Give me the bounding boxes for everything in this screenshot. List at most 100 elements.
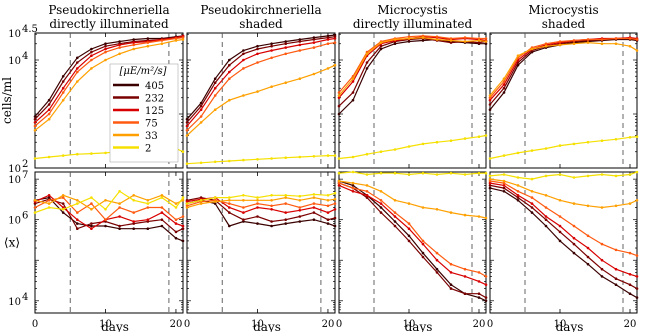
data-point-bottom-3-6-7 xyxy=(421,171,425,175)
data-point-top-2-2-10 xyxy=(312,38,316,41)
data-point-top-2-3-9 xyxy=(298,43,302,47)
chart-marks xyxy=(33,33,639,303)
data-point-top-1-1-5 xyxy=(90,47,93,51)
panel-title-2-line-1: Pseudokirchneriella xyxy=(200,3,321,17)
data-point-top-4-5-3 xyxy=(516,54,520,57)
data-point-bottom-3-2-10 xyxy=(463,292,467,296)
data-point-top-2-1-9 xyxy=(298,38,302,41)
data-point-bottom-3-2-6 xyxy=(407,239,411,243)
data-point-top-2-4-4 xyxy=(228,77,231,80)
data-point-bottom-4-4-11 xyxy=(628,251,632,255)
data-point-bottom-2-4-6 xyxy=(256,202,259,205)
data-point-top-3-5-9 xyxy=(449,39,453,42)
data-point-bottom-3-6-1 xyxy=(337,171,341,175)
data-point-bottom-1-3-4 xyxy=(76,218,79,221)
y-tick-exp-top-3: 4.5 xyxy=(22,24,38,35)
data-point-top-3-6-3 xyxy=(365,152,369,156)
data-point-top-3-1-12 xyxy=(484,42,488,45)
data-point-bottom-1-4-10 xyxy=(160,206,164,209)
data-point-bottom-4-3-10 xyxy=(614,267,618,271)
data-point-bottom-1-1-5 xyxy=(90,224,93,228)
data-point-top-1-3-7 xyxy=(118,43,121,47)
x-tick-label-3-10: 10 xyxy=(403,319,416,330)
data-point-top-2-2-3 xyxy=(213,81,217,84)
data-point-top-2-3-7 xyxy=(270,49,273,52)
data-point-bottom-3-2-9 xyxy=(449,287,453,290)
data-point-bottom-4-1-5 xyxy=(544,224,548,228)
data-point-top-2-6-7 xyxy=(270,157,273,160)
data-point-bottom-4-4-2 xyxy=(502,181,506,185)
data-point-bottom-1-3-7 xyxy=(118,215,121,218)
series-line-top-3-6 xyxy=(338,134,487,160)
data-point-bottom-4-1-7 xyxy=(572,251,576,255)
data-point-bottom-1-6-8 xyxy=(132,199,135,202)
series-line-top-1-5 xyxy=(34,38,184,131)
data-point-top-3-4-11 xyxy=(477,37,481,40)
data-point-top-4-5-11 xyxy=(628,44,632,48)
data-point-bottom-2-5-11 xyxy=(326,199,330,202)
series-line-top-1-3 xyxy=(34,35,184,123)
data-point-bottom-3-3-4 xyxy=(379,202,383,205)
legend-label-5: 33 xyxy=(145,131,158,142)
data-point-top-1-6-1 xyxy=(33,157,37,160)
data-point-top-1-4-2 xyxy=(47,112,51,116)
data-point-bottom-3-1-12 xyxy=(484,299,488,303)
y-tick-label-top-1: 10 xyxy=(8,164,21,175)
data-point-top-3-6-6 xyxy=(407,145,411,148)
data-point-top-4-4-2 xyxy=(502,80,506,83)
x-tick-label-3-0: 0 xyxy=(336,319,342,330)
series-line-bottom-2-1 xyxy=(186,199,336,227)
data-point-bottom-1-4-12 xyxy=(181,215,185,218)
data-point-bottom-1-5-7 xyxy=(118,202,121,205)
data-point-bottom-4-1-8 xyxy=(586,262,590,266)
data-point-top-1-2-6 xyxy=(104,44,107,48)
panel-title-1-line-1: Pseudokirchneriella xyxy=(48,3,169,17)
data-point-top-4-4-11 xyxy=(628,37,632,40)
data-point-top-4-4-8 xyxy=(586,38,590,41)
data-point-top-3-1-7 xyxy=(421,39,425,42)
data-point-top-1-4-3 xyxy=(61,91,65,94)
data-point-bottom-4-4-9 xyxy=(600,242,604,246)
data-point-bottom-3-3-3 xyxy=(365,194,369,197)
x-tick-label-1-0: 0 xyxy=(32,319,38,330)
data-point-top-3-3-2 xyxy=(351,80,355,83)
data-point-top-3-6-10 xyxy=(463,137,467,140)
data-point-top-2-1-6 xyxy=(256,44,259,48)
data-point-top-4-5-2 xyxy=(502,77,506,80)
data-point-bottom-4-3-9 xyxy=(600,258,604,262)
panel-frame-top-1 xyxy=(34,32,184,169)
data-point-bottom-4-1-6 xyxy=(558,239,562,243)
data-point-top-1-5-12 xyxy=(181,38,185,41)
data-point-bottom-1-5-9 xyxy=(146,199,150,202)
data-point-bottom-4-6-5 xyxy=(544,174,548,178)
series-line-bottom-4-1 xyxy=(489,187,638,299)
data-point-bottom-1-6-12 xyxy=(181,196,185,199)
series-line-top-4-6 xyxy=(489,136,638,160)
data-point-top-2-1-3 xyxy=(213,77,217,80)
data-point-bottom-4-1-2 xyxy=(502,190,506,193)
data-point-bottom-3-6-5 xyxy=(393,171,397,175)
data-point-bottom-4-3-12 xyxy=(635,275,639,278)
data-point-bottom-3-5-3 xyxy=(365,184,369,187)
data-point-bottom-1-4-1 xyxy=(33,206,37,209)
data-point-bottom-4-5-5 xyxy=(544,194,548,197)
data-point-bottom-1-5-10 xyxy=(160,194,164,197)
data-point-bottom-2-2-5 xyxy=(242,218,245,221)
data-point-bottom-2-5-3 xyxy=(213,200,217,203)
series-line-bottom-4-6 xyxy=(489,171,638,180)
data-point-top-2-4-8 xyxy=(284,52,288,56)
data-point-bottom-3-5-5 xyxy=(393,199,397,202)
data-point-top-2-3-8 xyxy=(284,46,288,49)
data-point-bottom-4-5-11 xyxy=(628,202,632,205)
data-point-bottom-2-6-9 xyxy=(298,194,302,198)
series-line-top-1-1 xyxy=(34,35,184,117)
data-point-bottom-1-3-8 xyxy=(132,220,135,223)
data-point-bottom-4-5-10 xyxy=(614,204,618,208)
data-point-bottom-2-6-11 xyxy=(326,194,330,197)
series-line-bottom-3-5 xyxy=(338,180,487,219)
data-point-bottom-2-4-4 xyxy=(228,202,231,205)
legend-box xyxy=(109,63,179,163)
data-point-top-1-1-1 xyxy=(33,115,37,118)
data-point-top-1-4-8 xyxy=(132,43,135,47)
